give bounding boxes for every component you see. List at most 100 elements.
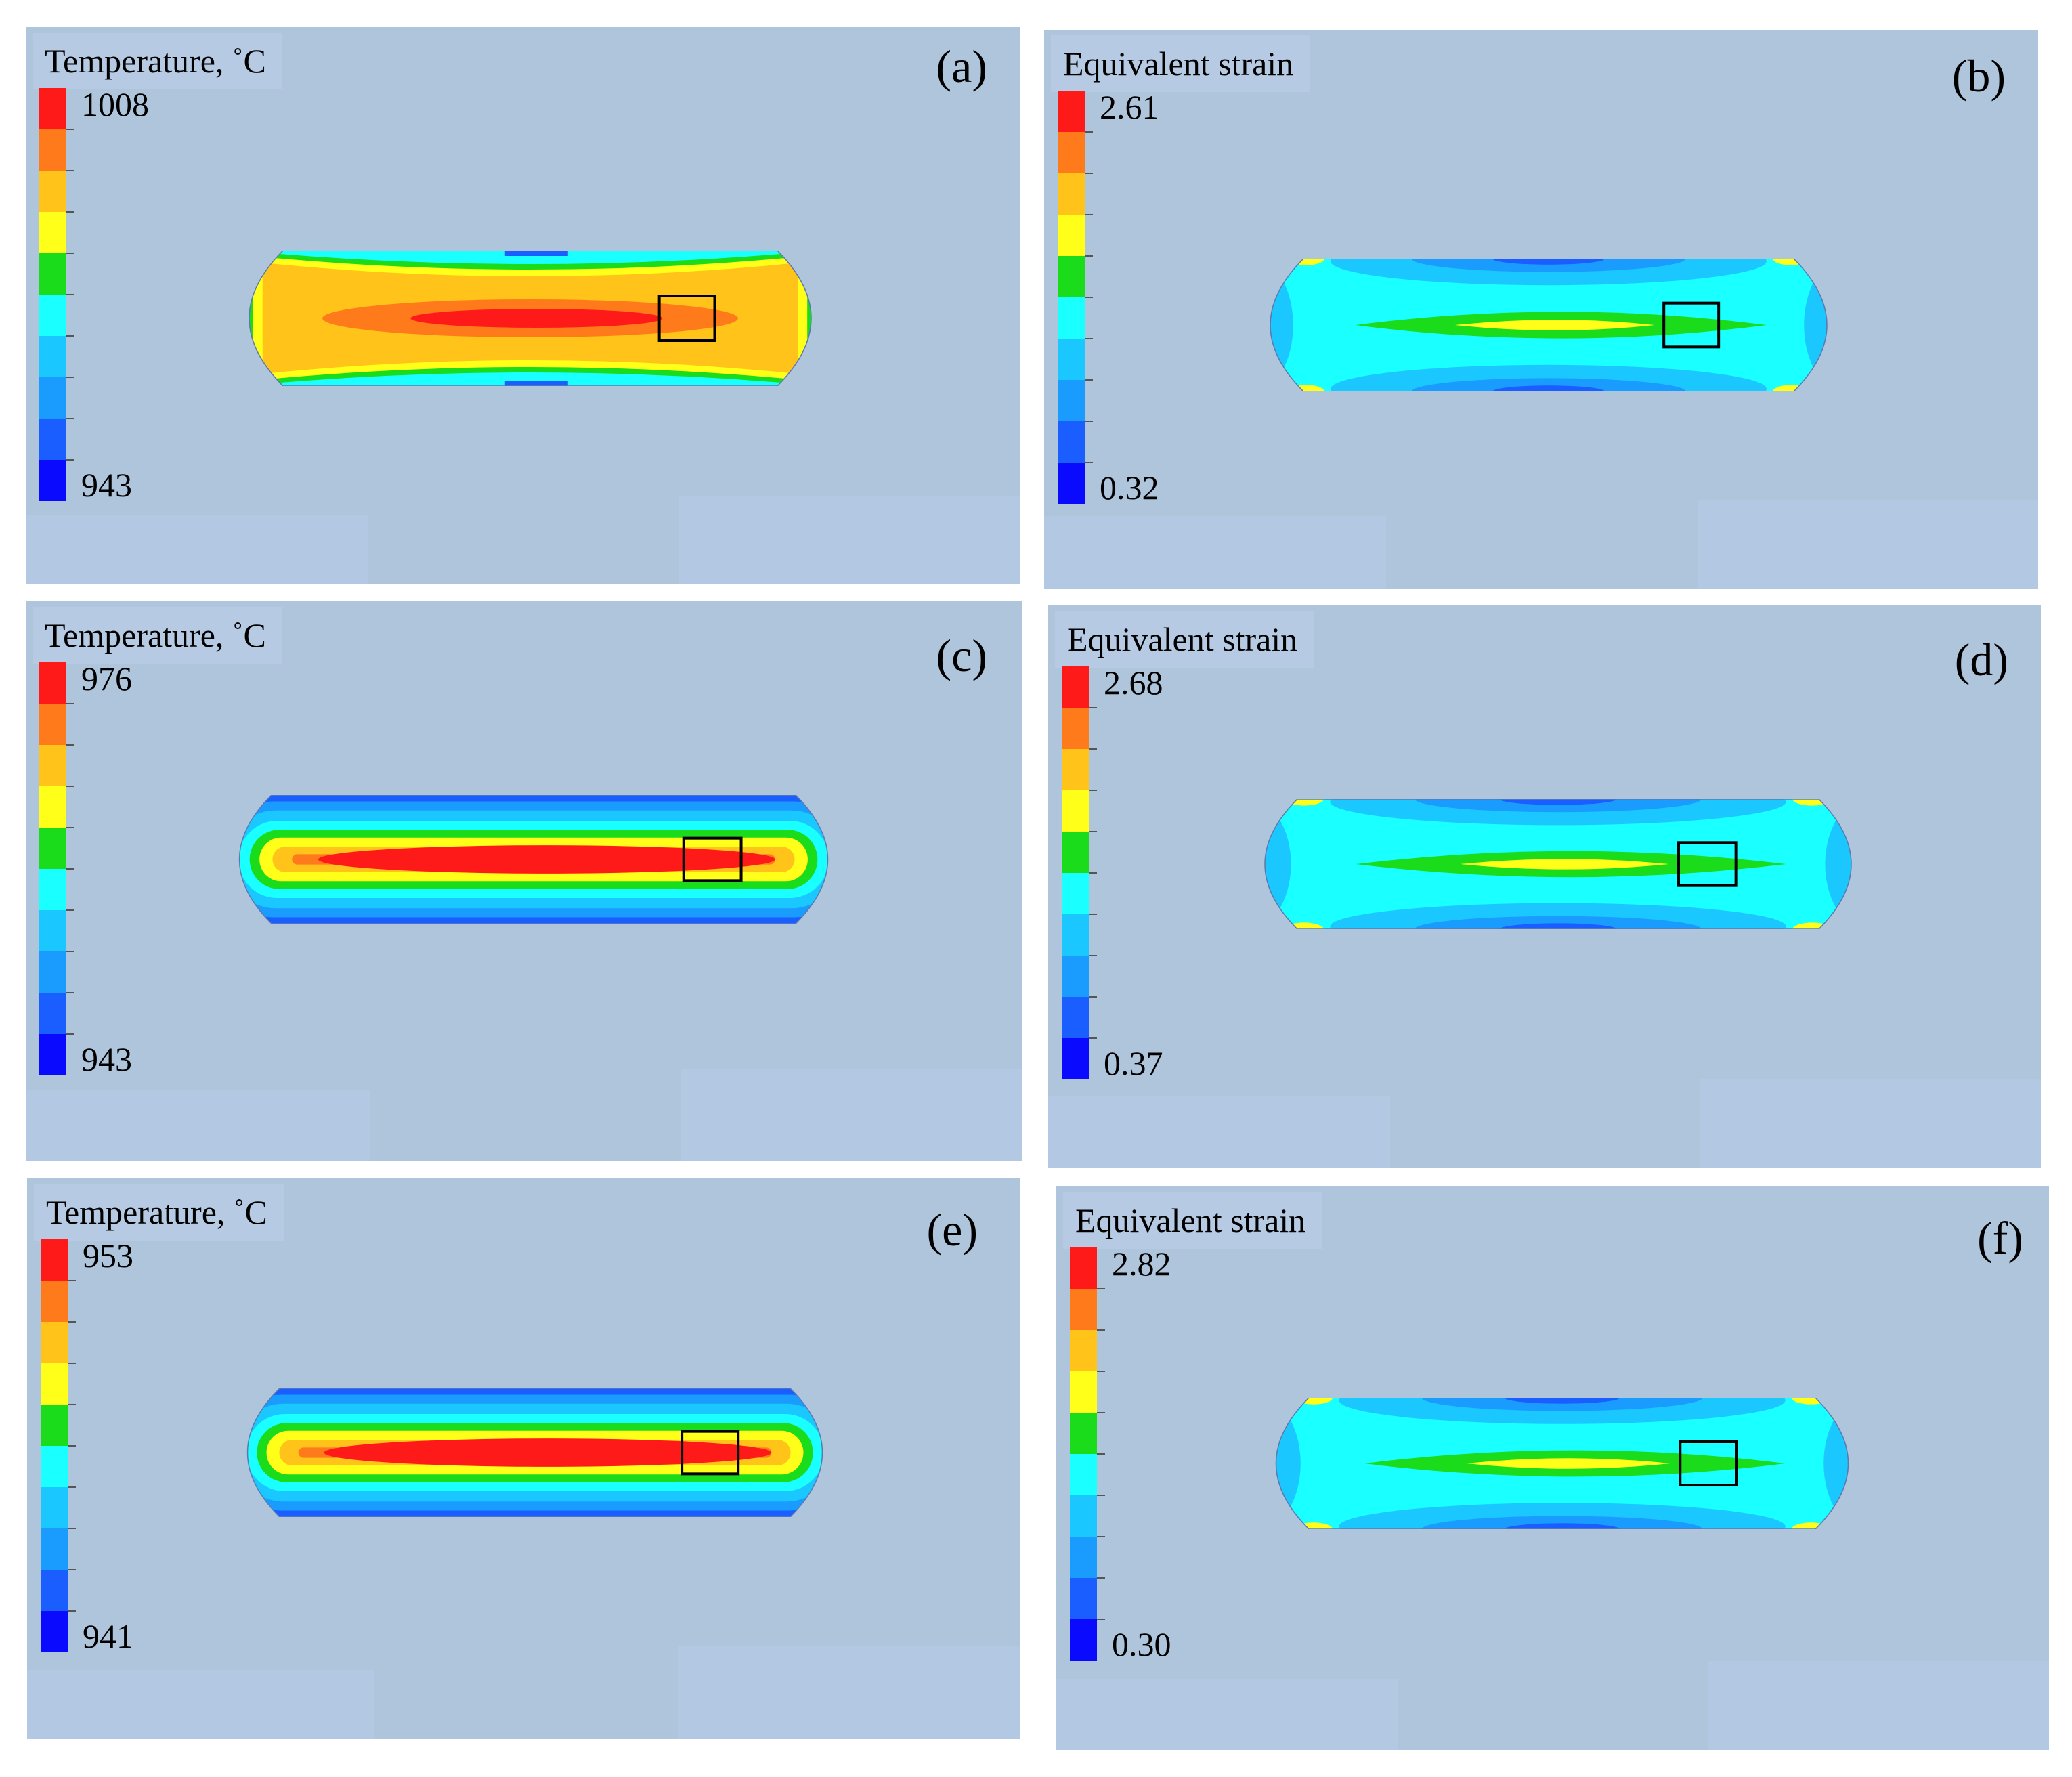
legend-color-cell <box>1062 666 1089 708</box>
temperature-band <box>504 381 568 386</box>
legend-color-cell <box>1062 1038 1089 1079</box>
legend-color-cell <box>39 377 66 419</box>
legend-title: Equivalent strain <box>1063 1192 1322 1249</box>
legend-min-value: 0.32 <box>1100 469 1159 507</box>
legend-tick <box>1097 1412 1105 1413</box>
legend-color-bar <box>1058 91 1093 504</box>
panel-a: Temperature, ˚C (a) 1008 943 <box>26 27 1020 584</box>
legend-tick <box>1085 379 1093 381</box>
legend-max-value: 2.61 <box>1100 88 1159 126</box>
strain-band <box>1492 259 1605 265</box>
strain-contour <box>1232 799 1884 929</box>
legend-tick <box>66 951 74 952</box>
legend-tick <box>1097 1577 1105 1579</box>
legend-title: Equivalent strain <box>1055 611 1314 668</box>
legend-tick <box>66 786 74 787</box>
legend-tick <box>66 992 74 993</box>
legend-tick <box>1085 338 1093 339</box>
legend-tick <box>66 744 74 746</box>
legend-tick <box>1097 1619 1105 1620</box>
legend-max-value: 2.82 <box>1112 1245 1171 1283</box>
legend-tick <box>1089 914 1097 915</box>
legend-tick <box>66 418 74 419</box>
temperature-contour <box>215 1388 855 1517</box>
panel-b: Equivalent strain (b) 2.61 0.32 <box>1044 30 2038 589</box>
legend-color-bar <box>39 88 74 501</box>
strain-band <box>1505 1523 1620 1529</box>
specimen-edge <box>1275 1398 1849 1529</box>
color-legend: 2.68 0.37 <box>1055 660 1163 1086</box>
legend-tick <box>68 1610 76 1612</box>
legend-tick <box>66 335 74 337</box>
contour-layers <box>239 795 828 924</box>
legend-tick <box>1089 996 1097 998</box>
color-legend: 2.61 0.32 <box>1051 84 1159 511</box>
legend-max-value: 2.68 <box>1104 664 1163 702</box>
legend-color-cell <box>39 295 66 336</box>
background-patch <box>1048 1096 1390 1168</box>
legend-color-cell <box>1062 997 1089 1038</box>
background-patch <box>27 1670 374 1739</box>
legend-color-bar <box>1070 1247 1105 1661</box>
legend-color-cell <box>39 745 66 786</box>
strain-band <box>1835 259 1860 391</box>
legend-color-cell <box>1058 421 1085 463</box>
background-patch <box>679 496 1020 584</box>
panel-label: (f) <box>1977 1212 2023 1264</box>
background-patch <box>1044 516 1386 589</box>
specimen-edge <box>249 251 812 386</box>
panel-label: (c) <box>936 630 987 681</box>
legend-color-cell <box>1058 132 1085 173</box>
legend-color-cell <box>1058 91 1085 132</box>
legend-tick <box>68 1528 76 1529</box>
legend-title: Equivalent strain <box>1051 35 1310 92</box>
temperature-contour <box>215 251 845 386</box>
legend-tick <box>68 1445 76 1447</box>
legend-tick <box>66 129 74 130</box>
legend-color-cell <box>39 1034 66 1075</box>
panel-f: Equivalent strain (f) 2.82 0.30 <box>1056 1186 2049 1750</box>
legend-color-cell <box>1058 173 1085 215</box>
legend-color-cell <box>39 704 66 745</box>
color-legend: 2.82 0.30 <box>1063 1241 1171 1667</box>
legend-color-cell <box>39 869 66 910</box>
strain-band <box>1499 923 1617 929</box>
contour-layers <box>1265 799 1851 929</box>
panel-label: (d) <box>1954 634 2008 685</box>
color-legend: 953 941 <box>34 1233 133 1659</box>
region-of-interest-box <box>1679 1440 1738 1487</box>
legend-tick <box>66 459 74 461</box>
legend-color-cell <box>39 171 66 212</box>
panel-label: (e) <box>926 1204 978 1256</box>
panel-label: (b) <box>1951 50 2006 102</box>
specimen-edge <box>246 1388 823 1517</box>
strain-band <box>1237 259 1262 391</box>
legend-tick <box>1097 1495 1105 1496</box>
legend-color-cell <box>39 460 66 501</box>
legend-color-cell <box>1070 1371 1097 1413</box>
legend-tick <box>68 1486 76 1488</box>
legend-color-cell <box>41 1611 68 1652</box>
legend-tick <box>1085 255 1093 257</box>
legend-tick <box>68 1363 76 1364</box>
contour-plot <box>1237 259 1860 391</box>
legend-tick <box>66 253 74 254</box>
contour-plot <box>1275 1398 1849 1529</box>
legend-color-cell <box>41 1487 68 1528</box>
color-legend: 976 943 <box>33 656 132 1082</box>
legend-tick <box>1089 831 1097 832</box>
legend-tick <box>1085 214 1093 215</box>
background-patch <box>1708 1661 2049 1750</box>
legend-color-cell <box>1070 1495 1097 1537</box>
contour-plot <box>238 795 829 924</box>
legend-tick <box>66 827 74 828</box>
background-patch <box>1700 1079 2041 1168</box>
contour-plot <box>246 1388 823 1517</box>
legend-color-cell <box>41 1281 68 1322</box>
legend-tick <box>1089 790 1097 791</box>
legend-color-cell <box>39 129 66 171</box>
panel-d: Equivalent strain (d) 2.68 0.37 <box>1048 605 2041 1168</box>
legend-color-cell <box>39 212 66 253</box>
background-patch <box>1698 500 2038 589</box>
contour-layers <box>1237 259 1860 391</box>
